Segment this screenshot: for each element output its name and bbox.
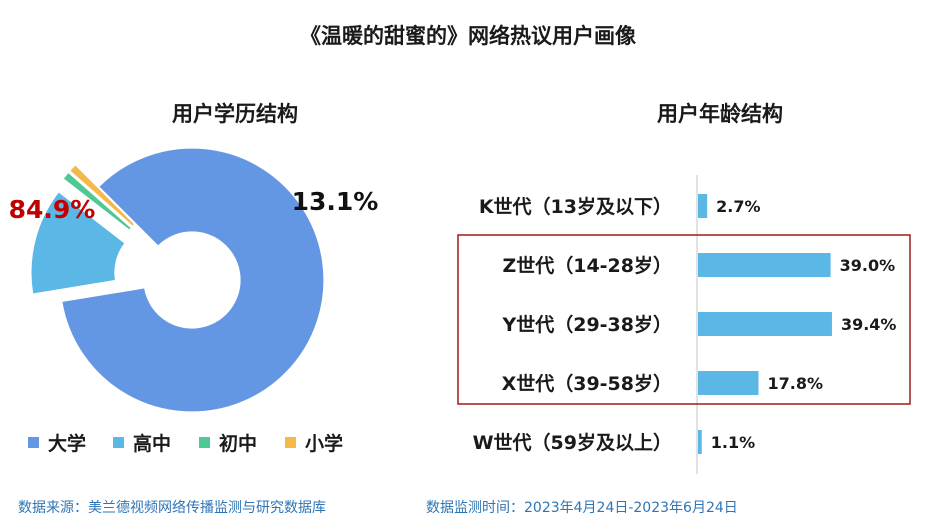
bar-value-label-2: 39.4% xyxy=(841,315,897,334)
pie-slice-0 xyxy=(61,147,325,413)
bar-4 xyxy=(698,430,702,454)
monitoring-period: 数据监测时间：2023年4月24日-2023年6月24日 xyxy=(426,500,738,516)
pie-slice-2 xyxy=(62,171,133,232)
legend-swatch-0 xyxy=(28,437,39,448)
legend-label-2: 初中 xyxy=(219,432,257,455)
age-chart-title: 用户年龄结构 xyxy=(657,102,783,126)
legend-swatch-3 xyxy=(285,437,296,448)
highlight-box xyxy=(457,234,911,405)
pie-slice-3 xyxy=(68,163,136,228)
pie-slice-1 xyxy=(30,190,126,295)
bar-category-label-3: X世代（39-58岁） xyxy=(502,372,672,395)
bar-1 xyxy=(698,253,831,277)
bar-value-label-1: 39.0% xyxy=(840,256,896,275)
legend-label-3: 小学 xyxy=(305,432,343,455)
legend-swatch-1 xyxy=(113,437,124,448)
bar-3 xyxy=(698,371,759,395)
bar-category-label-1: Z世代（14-28岁） xyxy=(502,254,672,277)
pie-label-0: 84.9% xyxy=(9,195,96,224)
bar-value-label-3: 17.8% xyxy=(768,374,824,393)
bar-value-label-4: 1.1% xyxy=(711,433,755,452)
bar-2 xyxy=(698,312,832,336)
bar-0 xyxy=(698,194,708,218)
legend-swatch-2 xyxy=(199,437,210,448)
legend-label-0: 大学 xyxy=(48,432,86,455)
bar-category-label-0: K世代（13岁及以下） xyxy=(479,195,672,218)
pie-label-1: 13.1% xyxy=(292,187,379,216)
bar-value-label-0: 2.7% xyxy=(716,197,760,216)
education-chart-title: 用户学历结构 xyxy=(172,102,298,126)
bar-category-label-2: Y世代（29-38岁） xyxy=(501,313,672,336)
bar-category-label-4: W世代（59岁及以上） xyxy=(473,431,672,454)
data-source: 数据来源：美兰德视频网络传播监测与研究数据库 xyxy=(18,500,326,516)
legend-label-1: 高中 xyxy=(133,432,171,455)
page-title: 《温暖的甜蜜的》网络热议用户画像 xyxy=(300,24,636,48)
